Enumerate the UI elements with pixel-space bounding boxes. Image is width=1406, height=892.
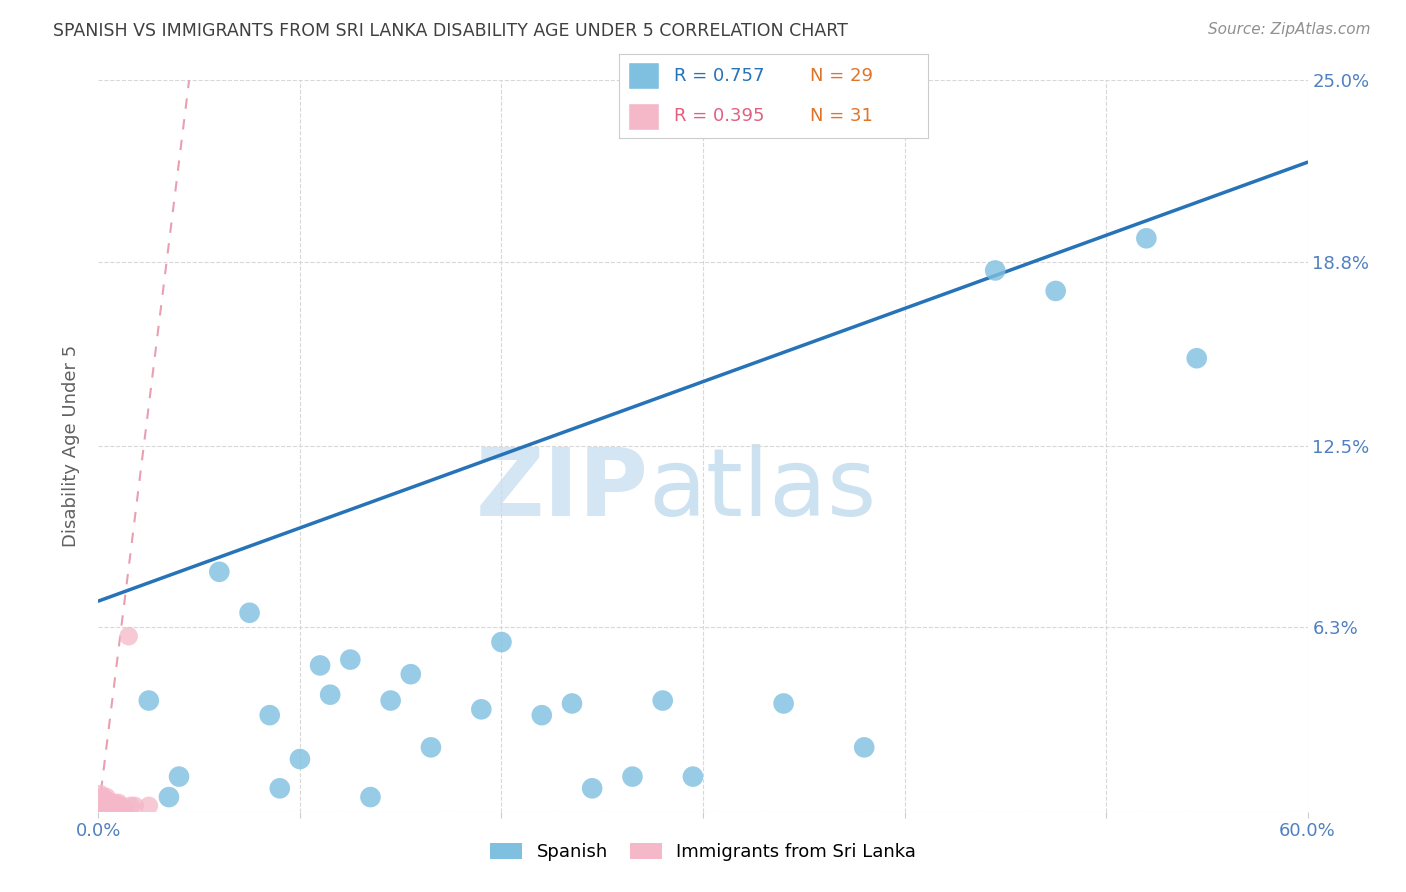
Point [100,798,122,813]
Point [91,796,114,810]
Point [360,790,382,805]
Point [118,629,141,643]
Text: R = 0.395: R = 0.395 [675,107,765,125]
Point [114,802,136,816]
FancyBboxPatch shape [628,103,659,130]
Point [380,693,402,707]
Y-axis label: Disability Age Under 5: Disability Age Under 5 [62,345,80,547]
Point [96,793,118,807]
Point [97,796,120,810]
Point [97,802,120,816]
Point [124,798,146,813]
Point [138,798,160,813]
Point [984,263,1007,277]
Point [319,688,342,702]
Point [208,565,231,579]
Point [107,798,129,813]
Point [101,796,124,810]
Point [259,708,281,723]
Point [167,770,190,784]
Point [772,697,794,711]
Text: Source: ZipAtlas.com: Source: ZipAtlas.com [1208,22,1371,37]
Point [91,790,114,805]
Point [110,798,132,813]
Text: ZIP: ZIP [475,444,648,536]
Point [399,667,422,681]
Point [89,793,111,807]
Point [101,798,124,813]
Point [651,693,673,707]
Point [239,606,262,620]
Point [105,802,128,816]
Point [1135,231,1157,245]
Point [288,752,311,766]
Point [93,802,115,816]
Point [105,798,128,813]
Point [470,702,492,716]
Point [97,798,120,813]
Point [89,787,111,801]
Point [91,798,114,813]
Text: SPANISH VS IMMIGRANTS FROM SRI LANKA DISABILITY AGE UNDER 5 CORRELATION CHART: SPANISH VS IMMIGRANTS FROM SRI LANKA DIS… [53,22,848,40]
Point [100,796,122,810]
Point [96,790,118,805]
Text: N = 31: N = 31 [810,107,873,125]
Point [93,798,115,813]
Point [269,781,291,796]
Point [853,740,876,755]
Point [103,796,125,810]
FancyBboxPatch shape [628,62,659,89]
Legend: Spanish, Immigrants from Sri Lanka: Spanish, Immigrants from Sri Lanka [482,836,924,869]
Point [93,796,115,810]
Point [491,635,513,649]
Point [1185,351,1208,366]
Point [621,770,644,784]
Point [1045,284,1067,298]
Text: R = 0.757: R = 0.757 [675,67,765,85]
Point [138,693,160,707]
Point [120,798,142,813]
Text: N = 29: N = 29 [810,67,873,85]
Point [96,796,118,810]
Point [309,658,332,673]
Point [339,652,361,666]
Point [530,708,553,723]
Point [581,781,603,796]
Point [103,798,125,813]
Point [420,740,443,755]
Point [96,798,118,813]
Text: atlas: atlas [648,444,877,536]
Point [561,697,583,711]
Point [157,790,180,805]
Point [107,796,129,810]
Point [682,770,704,784]
